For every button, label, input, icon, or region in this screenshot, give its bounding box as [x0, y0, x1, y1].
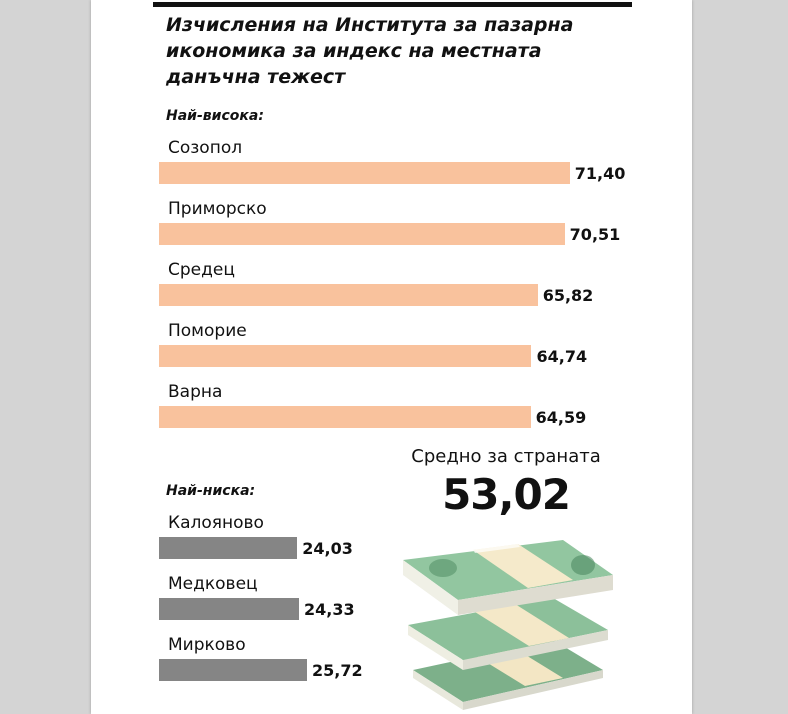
bar: [159, 284, 538, 306]
average-value: 53,02: [442, 470, 571, 519]
value-label: 24,03: [302, 539, 353, 558]
category-label: Поморие: [168, 321, 247, 341]
value-label: 24,33: [303, 600, 355, 619]
value-label: 65,82: [542, 286, 594, 305]
bar: [159, 345, 532, 367]
value-label: 25,72: [311, 661, 363, 680]
infographic-page: Изчисления на Института за пазарна иконо…: [91, 0, 692, 714]
top-rule: [153, 2, 632, 7]
bar: [159, 659, 307, 681]
category-label: Калояново: [168, 513, 264, 533]
category-label: Средец: [168, 260, 235, 280]
value-label: 71,40: [574, 164, 626, 183]
category-label: Созопол: [168, 138, 243, 158]
bar: [159, 223, 565, 245]
highest-group-label: Най-висока:: [166, 108, 264, 124]
lowest-group-label: Най-ниска:: [166, 483, 256, 499]
bar: [159, 406, 531, 428]
bar: [159, 162, 570, 184]
bar: [159, 598, 299, 620]
value-label: 64,59: [535, 408, 587, 427]
banknote-bundle-top: [403, 540, 613, 615]
money-stack-illustration: [403, 540, 613, 710]
banknote-bundle-middle: [408, 598, 608, 670]
category-label: Варна: [168, 382, 223, 402]
value-label: 64,74: [536, 347, 588, 366]
bar: [159, 537, 298, 559]
chart-title: Изчисления на Института за пазарна иконо…: [166, 14, 574, 88]
average-label: Средно за страната: [411, 446, 601, 467]
category-label: Медковец: [168, 574, 258, 594]
value-label: 70,51: [569, 225, 621, 244]
category-label: Приморско: [168, 199, 267, 219]
category-label: Мирково: [168, 635, 246, 655]
